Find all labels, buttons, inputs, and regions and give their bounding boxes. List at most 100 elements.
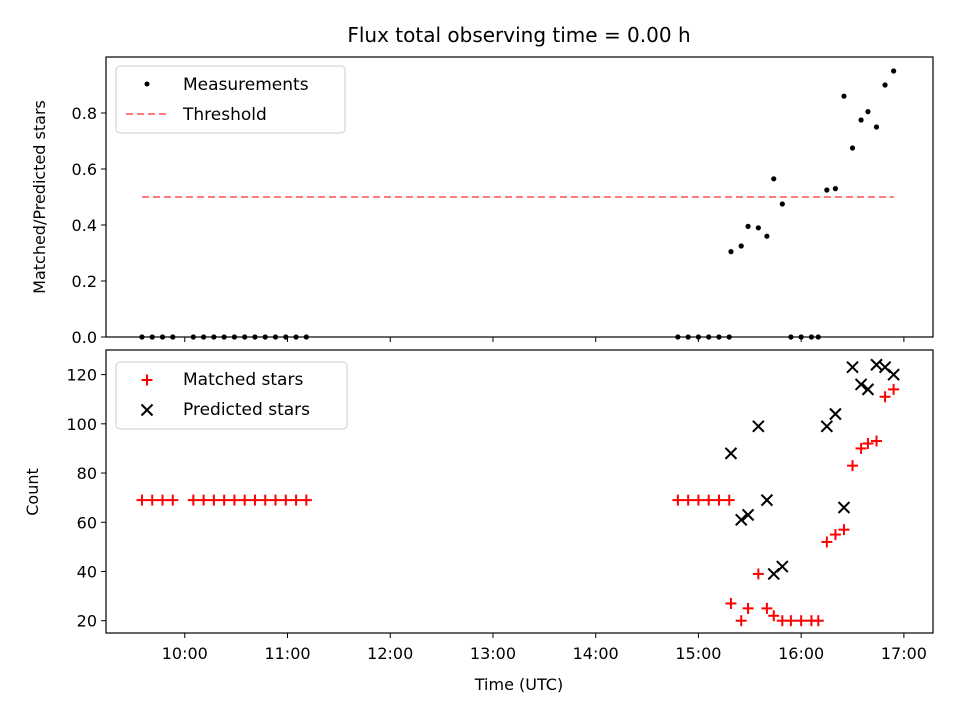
- matched-star-point: [735, 615, 747, 627]
- counts-panel-ylabel: Count: [23, 468, 42, 516]
- legend-measurements-label: Measurements: [183, 75, 309, 95]
- matched-star-point: [795, 615, 807, 627]
- measurement-point: [849, 145, 856, 151]
- predicted-star-point: [846, 361, 859, 374]
- matched-star-point: [703, 494, 715, 506]
- x-tick-label: 10:00: [162, 644, 208, 663]
- x-tick-label: 17:00: [881, 644, 927, 663]
- matched-star-point: [812, 615, 824, 627]
- matched-star-point: [300, 494, 312, 506]
- measurement-point: [841, 93, 847, 99]
- matched-star-point: [136, 494, 148, 506]
- x-axis-label: Time (UTC): [474, 675, 563, 694]
- counts-panel-frame: [105, 349, 934, 634]
- ratio-panel-ylabel: Matched/Predicted stars: [30, 100, 49, 294]
- legend-measurements-marker: [144, 81, 150, 87]
- matched-star-point: [838, 524, 850, 536]
- matched-star-point: [682, 494, 694, 506]
- measurement-point: [764, 233, 770, 239]
- matched-star-point: [725, 597, 737, 609]
- measurement-point: [873, 124, 880, 130]
- predicted-star-point: [741, 508, 755, 522]
- predicted-star-point: [735, 513, 748, 527]
- predicted-star-point: [837, 501, 851, 514]
- x-tick-label: 15:00: [675, 644, 721, 663]
- predicted-star-point: [724, 447, 738, 460]
- matched-star-point: [157, 494, 169, 506]
- legend-threshold-label: Threshold: [182, 105, 267, 125]
- x-tick-label: 14:00: [573, 644, 619, 663]
- matched-star-point: [742, 602, 754, 614]
- counts-panel-legend: Matched stars Predicted stars: [115, 361, 348, 430]
- matched-star-point: [187, 494, 199, 506]
- ratio-panel-x-ticks: [184, 337, 905, 342]
- x-tick-label: 13:00: [470, 644, 516, 663]
- matched-star-point: [228, 494, 240, 506]
- matched-star-point: [752, 568, 764, 580]
- y-tick-label: 100: [66, 415, 97, 434]
- y-tick-label: 0.2: [72, 272, 97, 291]
- matched-star-point: [146, 494, 158, 506]
- y-tick-label: 0.6: [72, 160, 97, 179]
- measurement-point: [858, 117, 864, 123]
- y-tick-label: 80: [77, 464, 97, 483]
- counts-panel-x-ticks: 10:00 11:00 12:00 13:00 14:00 15:00 16:00 17:00: [162, 633, 927, 663]
- y-tick-label: 120: [66, 366, 97, 385]
- matched-star-point: [672, 494, 684, 506]
- ratio-panel-y-ticks: 0.0 0.2 0.4 0.6 0.8: [72, 104, 106, 347]
- counts-legend-box: [115, 361, 348, 430]
- matched-star-point: [259, 494, 271, 506]
- matched-star-point: [280, 494, 292, 506]
- predicted-star-point: [887, 368, 900, 381]
- y-tick-label: 0.4: [72, 216, 97, 235]
- predicted-star-point: [760, 493, 774, 507]
- predicted-star-point: [854, 378, 868, 391]
- y-tick-label: 40: [77, 562, 97, 581]
- measurement-point: [738, 243, 744, 249]
- predicted-star-point: [776, 560, 789, 573]
- legend-matched-label: Matched stars: [183, 370, 303, 390]
- measurement-point: [771, 176, 777, 182]
- predicted-star-point: [861, 383, 875, 396]
- counts-panel-marks: [136, 358, 900, 627]
- measurement-point: [865, 109, 871, 115]
- matched-star-point: [862, 438, 874, 450]
- y-tick-label: 0.0: [72, 328, 97, 347]
- predicted-star-point: [752, 420, 765, 433]
- matched-star-point: [870, 435, 882, 447]
- matched-star-point: [855, 442, 867, 454]
- matched-star-point: [713, 494, 725, 506]
- measurement-point: [745, 223, 751, 229]
- y-tick-label: 60: [77, 513, 97, 532]
- matched-star-point: [847, 460, 859, 472]
- ratio-panel: 0.00.20.40.60.8 Matched/Predicted stars …: [30, 56, 934, 347]
- matched-star-point: [198, 494, 210, 506]
- matched-star-point: [829, 529, 841, 541]
- y-tick-label: 20: [77, 612, 97, 631]
- legend-matched-marker: [141, 374, 153, 386]
- measurement-point: [824, 187, 830, 193]
- matched-star-point: [270, 494, 282, 506]
- measurement-point: [891, 68, 897, 74]
- matched-star-point: [249, 494, 261, 506]
- measurement-point: [779, 201, 785, 207]
- x-tick-label: 11:00: [264, 644, 310, 663]
- x-tick-label: 16:00: [778, 644, 824, 663]
- measurement-point: [755, 225, 761, 231]
- matched-star-point: [208, 494, 220, 506]
- matched-star-point: [785, 615, 797, 627]
- matched-star-point: [768, 610, 780, 622]
- ratio-legend-box: [115, 65, 346, 134]
- matched-star-point: [723, 494, 735, 506]
- legend-plus: [141, 374, 153, 386]
- chart-title: Flux total observing time = 0.00 h: [347, 23, 690, 47]
- matched-star-point: [888, 383, 900, 395]
- counts-panel: 20 40 60 80 100 120 10:00 11:00 12:00 13:00 14:00…: [23, 349, 934, 694]
- predicted-star-point: [820, 420, 834, 433]
- measurement-point: [882, 82, 888, 88]
- y-tick-label: 0.8: [72, 104, 97, 123]
- predicted-star-point: [829, 407, 842, 421]
- predicted-star-point: [870, 358, 883, 371]
- matched-star-point: [239, 494, 251, 506]
